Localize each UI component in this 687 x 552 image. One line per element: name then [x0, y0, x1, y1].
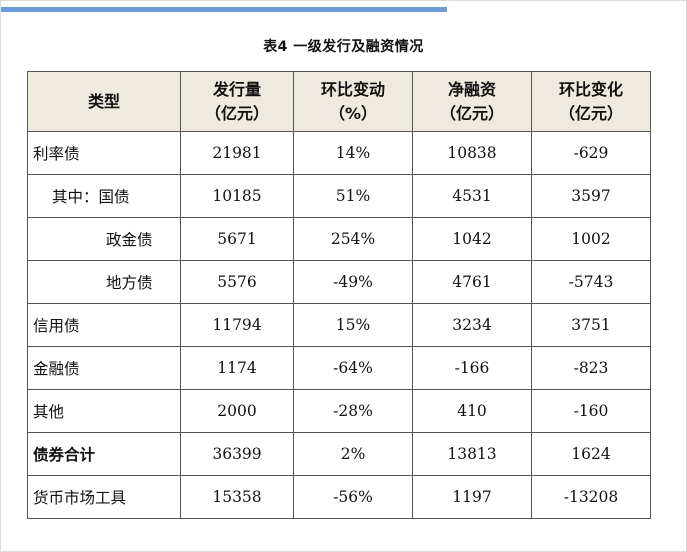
cell-change-pct: -56%	[293, 475, 413, 519]
cell-change-pct: 14%	[293, 131, 413, 175]
cell-net-change: 1624	[531, 432, 651, 476]
header-net-change: 环比变化 （亿元）	[531, 71, 651, 132]
cell-issuance: 11794	[180, 303, 294, 347]
table-row: 其中：国债 10185 51% 4531 3597	[27, 174, 651, 218]
cell-net-change: -629	[531, 131, 651, 175]
cell-change-pct: 2%	[293, 432, 413, 476]
cell-issuance: 5671	[180, 217, 294, 261]
table-row: 货币市场工具 15358 -56% 1197 -13208	[27, 475, 651, 519]
table-row: 其他 2000 -28% 410 -160	[27, 389, 651, 433]
cell-net-financing: 10838	[412, 131, 532, 175]
cell-net-financing: 4531	[412, 174, 532, 218]
cell-net-financing: -166	[412, 346, 532, 390]
cell-change-pct: 254%	[293, 217, 413, 261]
cell-change-pct: 51%	[293, 174, 413, 218]
table-caption: 表4 一级发行及融资情况	[263, 39, 424, 55]
table-row: 金融债 1174 -64% -166 -823	[27, 346, 651, 390]
cell-net-change: -823	[531, 346, 651, 390]
cell-issuance: 1174	[180, 346, 294, 390]
cell-issuance: 5576	[180, 260, 294, 304]
table-row: 地方债 5576 -49% 4761 -5743	[27, 260, 651, 304]
cell-issuance: 15358	[180, 475, 294, 519]
header-change-pct: 环比变动 （%）	[293, 71, 413, 132]
cell-issuance: 2000	[180, 389, 294, 433]
cell-change-pct: -64%	[293, 346, 413, 390]
cell-net-financing: 410	[412, 389, 532, 433]
row-label: 其他	[27, 389, 181, 433]
table-row: 信用债 11794 15% 3234 3751	[27, 303, 651, 347]
cell-net-change: -160	[531, 389, 651, 433]
cell-net-financing: 1197	[412, 475, 532, 519]
row-label: 金融债	[27, 346, 181, 390]
header-type: 类型	[27, 71, 181, 132]
table-row: 利率债 21981 14% 10838 -629	[27, 131, 651, 175]
cell-net-financing: 3234	[412, 303, 532, 347]
table-row: 政金债 5671 254% 1042 1002	[27, 217, 651, 261]
cell-net-change: 1002	[531, 217, 651, 261]
header-row: 类型 发行量 （亿元） 环比变动 （%） 净融资 （亿元） 环比变化 （亿元）	[27, 71, 651, 132]
cell-issuance: 21981	[180, 131, 294, 175]
cell-net-change: 3751	[531, 303, 651, 347]
row-label: 地方债	[27, 260, 181, 304]
row-label: 货币市场工具	[27, 475, 181, 519]
row-label: 其中：国债	[27, 174, 181, 218]
cell-net-change: -5743	[531, 260, 651, 304]
cell-change-pct: 15%	[293, 303, 413, 347]
header-issuance: 发行量 （亿元）	[180, 71, 294, 132]
row-label: 政金债	[27, 217, 181, 261]
accent-bar	[1, 7, 447, 12]
cell-net-financing: 4761	[412, 260, 532, 304]
cell-change-pct: -49%	[293, 260, 413, 304]
cell-change-pct: -28%	[293, 389, 413, 433]
cell-issuance: 36399	[180, 432, 294, 476]
issuance-table: 类型 发行量 （亿元） 环比变动 （%） 净融资 （亿元） 环比变化 （亿元） …	[27, 71, 651, 519]
cell-net-financing: 13813	[412, 432, 532, 476]
cell-issuance: 10185	[180, 174, 294, 218]
cell-net-change: 3597	[531, 174, 651, 218]
header-net-financing: 净融资 （亿元）	[412, 71, 532, 132]
cell-net-change: -13208	[531, 475, 651, 519]
table-row-total: 债券合计 36399 2% 13813 1624	[27, 432, 651, 476]
row-label: 债券合计	[27, 432, 181, 476]
cell-net-financing: 1042	[412, 217, 532, 261]
row-label: 利率债	[27, 131, 181, 175]
row-label: 信用债	[27, 303, 181, 347]
